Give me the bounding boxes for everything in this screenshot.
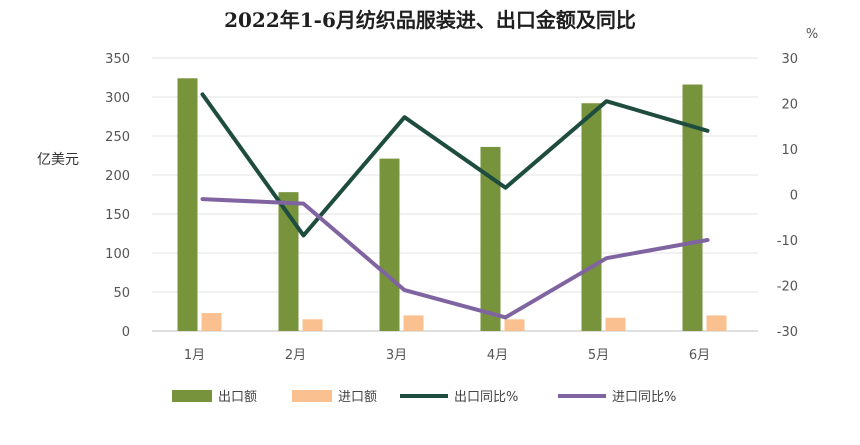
point-进口同比%-4月 bbox=[504, 315, 507, 319]
x-tick-label: 2月 bbox=[285, 348, 306, 363]
point-进口同比%-1月 bbox=[201, 197, 204, 201]
bar-进口额-2月 bbox=[302, 319, 323, 331]
bar-进口额-1月 bbox=[201, 313, 222, 331]
bar-出口额-5月 bbox=[581, 103, 602, 332]
x-tick-label: 5月 bbox=[588, 348, 609, 363]
y-tick-label: 50 bbox=[113, 286, 130, 301]
bar-series bbox=[177, 78, 727, 332]
y-tick-label: 250 bbox=[105, 130, 130, 145]
y-tick-label: 150 bbox=[105, 208, 130, 223]
legend-label-出口同比%: 出口同比% bbox=[454, 390, 518, 405]
gridlines bbox=[152, 57, 758, 332]
x-tick-label: 1月 bbox=[184, 348, 205, 363]
y2-tick-label: 20 bbox=[781, 98, 798, 113]
bar-出口额-6月 bbox=[682, 84, 703, 332]
point-进口同比%-3月 bbox=[403, 288, 406, 292]
y-tick-label: 350 bbox=[105, 52, 130, 67]
legend-swatch-进口额 bbox=[292, 390, 332, 402]
point-出口同比%-3月 bbox=[403, 115, 406, 119]
legend-swatch-出口额 bbox=[172, 390, 212, 402]
bar-进口额-4月 bbox=[504, 319, 525, 331]
line-进口同比% bbox=[200, 197, 710, 320]
y2-tick-label: 10 bbox=[781, 143, 798, 158]
y-tick-label: 0 bbox=[122, 325, 130, 340]
line-出口同比% bbox=[200, 92, 710, 238]
y2-tick-label: -20 bbox=[777, 280, 798, 295]
legend-label-出口额: 出口额 bbox=[218, 390, 257, 405]
y-tick-label: 300 bbox=[105, 91, 130, 106]
legend-label-进口同比%: 进口同比% bbox=[612, 390, 676, 405]
y2-axis-ticks: -30 -20 -10 0 10 20 30 bbox=[777, 52, 798, 340]
bar-进口额-3月 bbox=[403, 315, 424, 331]
legend: 出口额 进口额 出口同比% 进口同比% bbox=[172, 390, 676, 405]
y2-axis-label: % bbox=[806, 27, 818, 42]
point-进口同比%-2月 bbox=[302, 202, 305, 206]
y-axis-label: 亿美元 bbox=[37, 152, 79, 168]
point-出口同比%-2月 bbox=[302, 233, 305, 237]
point-出口同比%-5月 bbox=[605, 99, 608, 103]
point-进口同比%-5月 bbox=[605, 256, 608, 260]
y2-tick-label: 30 bbox=[781, 52, 798, 67]
point-出口同比%-4月 bbox=[504, 186, 507, 190]
legend-label-进口额: 进口额 bbox=[338, 390, 377, 405]
bar-出口额-3月 bbox=[379, 158, 400, 331]
point-进口同比%-6月 bbox=[706, 238, 709, 242]
bar-出口额-4月 bbox=[480, 146, 501, 331]
bar-出口额-1月 bbox=[177, 78, 198, 331]
point-出口同比%-1月 bbox=[201, 92, 204, 96]
bar-出口额-2月 bbox=[278, 192, 299, 331]
line-series bbox=[200, 92, 710, 320]
bar-进口额-6月 bbox=[706, 315, 727, 331]
bar-进口额-5月 bbox=[605, 317, 626, 331]
y2-tick-label: 0 bbox=[790, 189, 798, 204]
x-axis-ticks: 1月 2月 3月 4月 5月 6月 bbox=[184, 348, 710, 363]
y2-tick-label: -10 bbox=[777, 234, 798, 249]
y-tick-label: 200 bbox=[105, 169, 130, 184]
point-出口同比%-6月 bbox=[706, 129, 709, 133]
x-tick-label: 4月 bbox=[487, 348, 508, 363]
x-tick-label: 3月 bbox=[386, 348, 407, 363]
y-tick-label: 100 bbox=[105, 247, 130, 262]
chart-title: 2022年1-6月纺织品服装进、出口金额及同比 bbox=[224, 8, 636, 32]
y-axis-ticks: 0 50 100 150 200 250 300 350 bbox=[105, 52, 130, 340]
y2-tick-label: -30 bbox=[777, 325, 798, 340]
x-tick-label: 6月 bbox=[689, 348, 710, 363]
